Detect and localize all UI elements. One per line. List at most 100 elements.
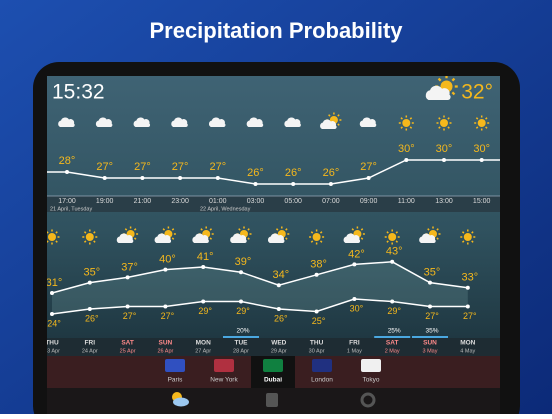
- weather-icon: [116, 226, 139, 243]
- sun-ray: [337, 123, 340, 126]
- low-point: [87, 307, 92, 311]
- hourly-point: [291, 182, 296, 186]
- high-temp: 38°: [310, 259, 327, 271]
- high-temp: 37°: [121, 261, 138, 273]
- sun-ray: [209, 237, 213, 240]
- sun-ray: [409, 126, 413, 129]
- screen: 15:32 32° 17:00 19:00 21:00 23:00 01:00 03:00…: [44, 76, 500, 414]
- tab-settings[interactable]: [360, 392, 376, 408]
- sun-ray: [55, 240, 58, 243]
- cloud: [154, 233, 172, 243]
- sun-ray: [93, 240, 96, 243]
- weather-icon: [460, 229, 476, 245]
- time-strip: [47, 196, 500, 212]
- high-point: [428, 280, 432, 285]
- hour-label: 13:00: [435, 198, 453, 205]
- cloud: [419, 233, 436, 243]
- sun-ray: [83, 240, 87, 243]
- hourly-temp: 26°: [323, 167, 340, 179]
- day-label: THU: [310, 340, 324, 347]
- sun: [440, 119, 448, 127]
- sun-ray: [275, 228, 279, 231]
- weather-icon: [267, 226, 290, 243]
- high-temp: 34°: [272, 269, 289, 281]
- sun-ray: [200, 228, 203, 231]
- high-temp: 41°: [197, 251, 214, 263]
- low-point: [314, 309, 319, 314]
- hourly-temp: 30°: [473, 143, 490, 155]
- weather-icon: [398, 115, 414, 131]
- cloud: [284, 117, 301, 127]
- sun-ray: [247, 228, 250, 231]
- high-point: [390, 259, 395, 264]
- tab-weather[interactable]: [172, 392, 189, 407]
- day-date: 23 Apr: [44, 348, 60, 354]
- high-temp: 31°: [46, 277, 63, 289]
- cloud: [133, 117, 151, 127]
- city-name[interactable]: London: [311, 377, 333, 384]
- sun-ray: [438, 126, 441, 129]
- low-point: [50, 312, 54, 316]
- day-date: 4 May: [460, 348, 475, 354]
- day-date: 30 Apr: [309, 348, 325, 354]
- low-point: [239, 299, 243, 304]
- current-temp: 32°: [461, 81, 493, 104]
- sun-ray: [409, 117, 413, 120]
- high-temp: 35°: [424, 267, 441, 279]
- precip-label: 25%: [388, 328, 401, 335]
- sun-ray: [124, 228, 128, 231]
- hourly-point: [102, 176, 107, 180]
- city-name[interactable]: New York: [210, 377, 238, 384]
- sun-ray: [162, 228, 166, 231]
- precip-label: 35%: [425, 328, 438, 335]
- sun-ray: [171, 228, 175, 231]
- day-label: MON: [460, 340, 475, 347]
- sun-ray: [285, 237, 288, 240]
- weather-icon: [246, 117, 264, 127]
- hour-label: 21:00: [134, 198, 152, 205]
- city-flag: [165, 359, 185, 372]
- precip-bar: [412, 336, 448, 338]
- date-label: 22 April, Wednesday: [200, 206, 251, 212]
- hourly-point: [140, 176, 145, 180]
- city-flag: [263, 359, 283, 372]
- day-strip: [47, 338, 500, 356]
- high-point: [163, 267, 168, 272]
- sun-ray: [360, 237, 364, 240]
- high-temp: 35°: [83, 267, 100, 279]
- sun-ray: [485, 117, 488, 120]
- low-point: [390, 299, 395, 304]
- day-label: SAT: [386, 340, 399, 347]
- city-flag: [312, 359, 332, 372]
- high-point: [465, 285, 470, 290]
- city-name[interactable]: Dubai: [264, 377, 282, 384]
- sun-ray: [475, 126, 479, 129]
- weather-icon: [171, 117, 188, 127]
- hourly-point: [215, 176, 220, 180]
- low-temp: 29°: [387, 306, 401, 316]
- sun-ray: [133, 237, 137, 240]
- sun-ray: [55, 231, 58, 234]
- tab-stations[interactable]: [266, 393, 278, 407]
- city-name[interactable]: Tokyo: [363, 377, 380, 384]
- sun-ray: [328, 114, 331, 117]
- hourly-point: [328, 182, 333, 186]
- hour-label: 01:00: [209, 198, 227, 205]
- day-label: SUN: [423, 340, 437, 347]
- date-label: 21 April, Tuesday: [50, 206, 92, 212]
- sun-ray: [285, 228, 288, 231]
- hour-label: 05:00: [284, 198, 302, 205]
- sun-ray: [247, 237, 250, 240]
- city-name[interactable]: Paris: [168, 377, 184, 384]
- sun-ray: [471, 231, 474, 234]
- low-temp: 27°: [463, 311, 477, 321]
- range-area: [52, 261, 468, 314]
- city-flag: [214, 359, 234, 372]
- sun: [388, 233, 397, 241]
- sun-ray: [485, 126, 488, 129]
- weather-icon: [82, 229, 98, 245]
- hourly-temp: 27°: [360, 161, 377, 173]
- weather-icon: [284, 117, 301, 127]
- hourly-temp: 27°: [134, 161, 151, 173]
